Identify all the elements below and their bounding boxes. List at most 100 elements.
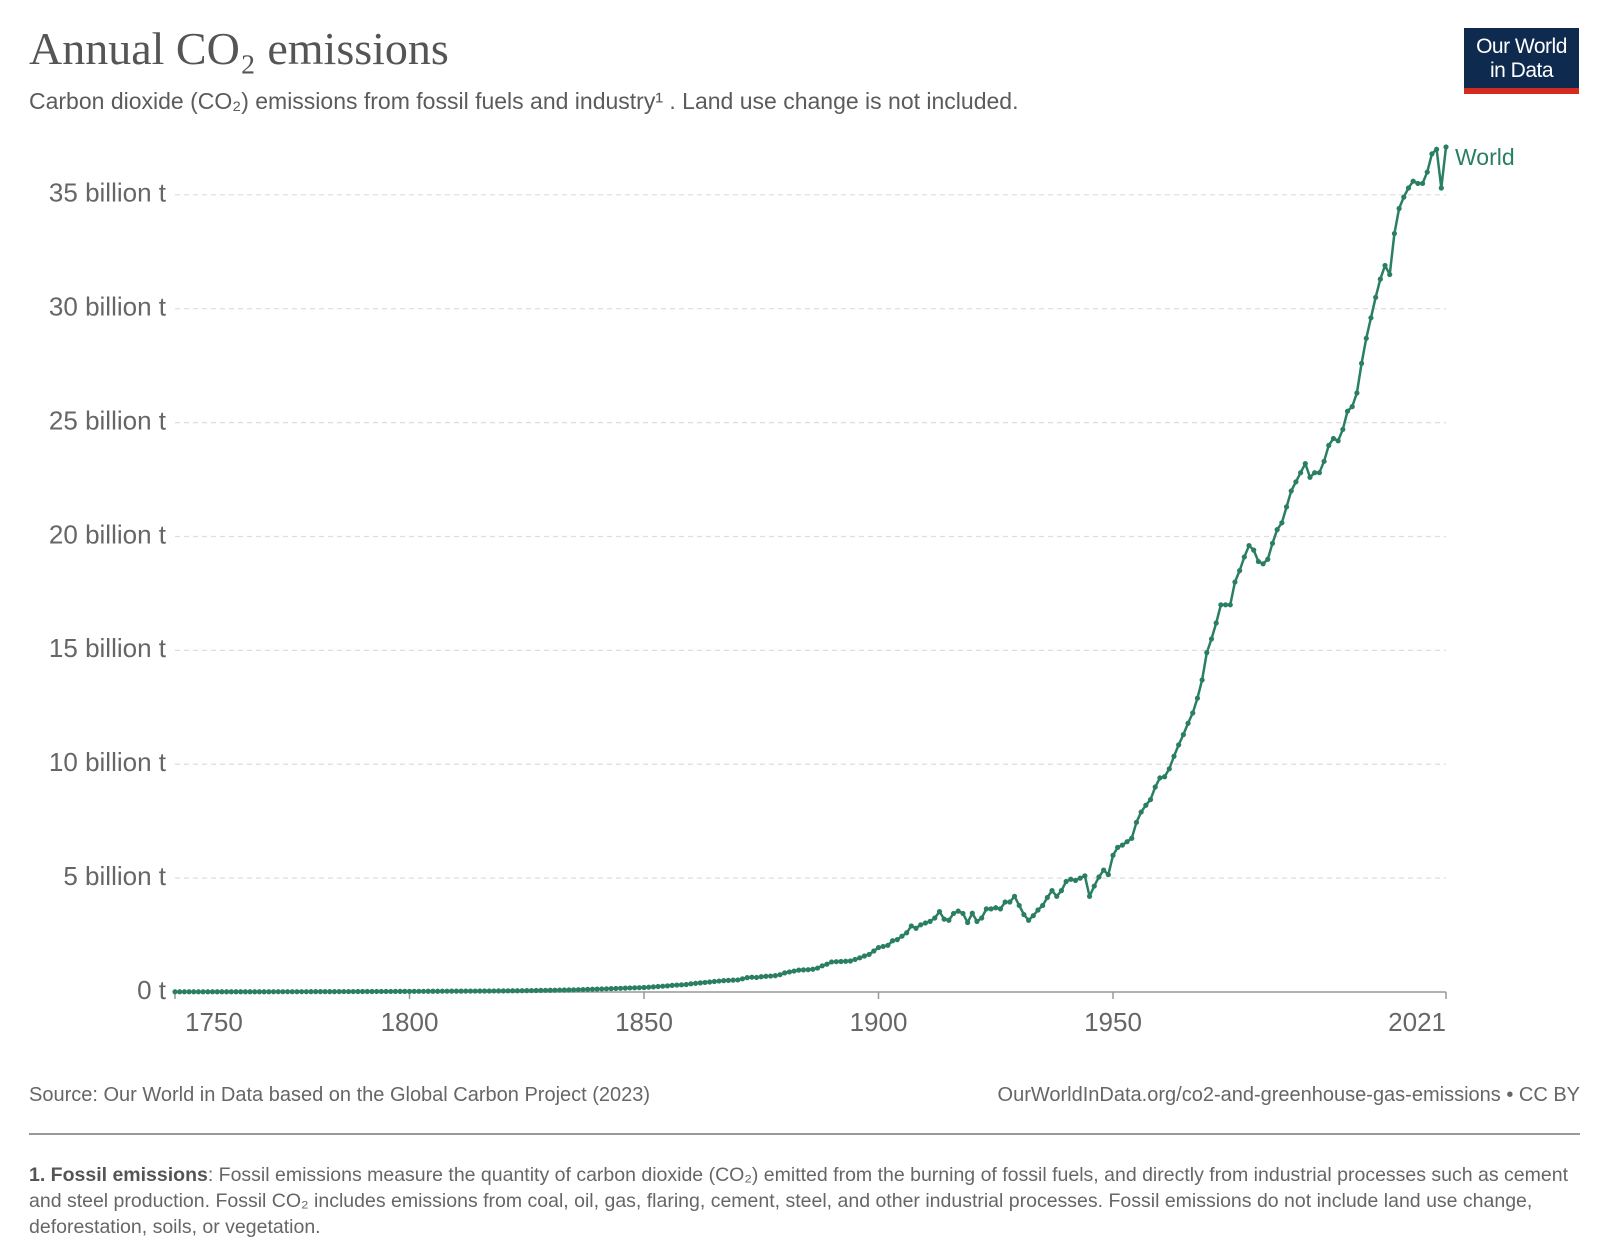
point xyxy=(885,942,891,948)
y-tick-label: 30 billion t xyxy=(49,292,167,322)
point xyxy=(435,988,441,994)
logo[interactable]: Our World in Data xyxy=(1464,28,1579,94)
point xyxy=(270,989,277,995)
point xyxy=(871,948,877,954)
point xyxy=(997,906,1004,912)
point xyxy=(1298,470,1304,476)
point xyxy=(622,985,628,991)
point xyxy=(1213,620,1219,626)
point xyxy=(1232,579,1238,585)
point xyxy=(650,984,656,990)
point xyxy=(1110,852,1116,858)
point xyxy=(181,989,187,995)
point xyxy=(219,989,225,995)
footnote-text: : Fossil emissions measure the quantity … xyxy=(29,1164,1568,1238)
point xyxy=(702,979,708,986)
point xyxy=(1072,877,1079,883)
point xyxy=(721,978,727,984)
point xyxy=(510,988,516,994)
point xyxy=(322,989,328,995)
point xyxy=(913,925,919,931)
point xyxy=(533,987,539,994)
point xyxy=(664,983,671,989)
point xyxy=(1354,390,1360,396)
point xyxy=(430,988,436,994)
point xyxy=(753,974,760,981)
point xyxy=(416,988,422,994)
point xyxy=(350,988,356,995)
point xyxy=(491,988,497,994)
point xyxy=(186,989,192,995)
point xyxy=(1260,561,1266,567)
point xyxy=(402,988,408,994)
point xyxy=(908,923,914,929)
point xyxy=(777,972,783,978)
point xyxy=(1344,408,1351,414)
point xyxy=(641,984,647,991)
point xyxy=(238,989,244,995)
point xyxy=(420,988,427,994)
point xyxy=(735,977,741,983)
point xyxy=(472,988,478,994)
point xyxy=(1358,360,1365,366)
point xyxy=(758,974,764,980)
point xyxy=(561,987,567,993)
url[interactable]: OurWorldInData.org/co2-and-greenhouse-ga… xyxy=(997,1084,1580,1106)
point xyxy=(275,989,281,995)
point xyxy=(1321,458,1327,464)
point xyxy=(1021,911,1027,918)
point xyxy=(1377,276,1383,282)
divider xyxy=(29,1133,1580,1135)
point xyxy=(1401,194,1407,200)
point xyxy=(1180,732,1186,738)
series-label: World xyxy=(1455,144,1515,170)
point xyxy=(796,967,802,973)
point xyxy=(524,988,530,994)
point xyxy=(195,989,202,995)
point xyxy=(1119,842,1125,848)
point xyxy=(829,959,835,965)
point xyxy=(205,989,211,995)
point xyxy=(1438,185,1444,191)
point xyxy=(425,988,431,994)
point xyxy=(800,967,807,973)
point xyxy=(678,982,685,988)
point xyxy=(749,974,755,980)
point xyxy=(528,987,535,994)
point xyxy=(303,989,309,995)
point xyxy=(458,988,464,994)
point xyxy=(866,951,872,958)
point xyxy=(1124,839,1130,845)
point xyxy=(392,988,399,995)
point xyxy=(1138,809,1144,815)
point xyxy=(1030,913,1036,919)
point xyxy=(571,987,577,993)
y-tick-label: 15 billion t xyxy=(49,633,167,663)
point xyxy=(617,985,624,991)
point xyxy=(1115,844,1121,850)
point xyxy=(1265,556,1271,562)
point xyxy=(294,989,300,995)
point xyxy=(444,988,450,994)
logo-line: Our World xyxy=(1476,35,1567,58)
point xyxy=(1415,180,1421,187)
point xyxy=(374,988,380,995)
x-tick-label: 1900 xyxy=(850,1007,908,1037)
point xyxy=(1288,488,1294,494)
y-tick-label: 0 t xyxy=(137,975,167,1005)
point xyxy=(1025,917,1032,923)
point xyxy=(1049,888,1055,894)
point xyxy=(1363,335,1369,341)
point xyxy=(1190,710,1196,716)
point xyxy=(1016,902,1022,909)
point xyxy=(730,977,736,983)
point xyxy=(284,989,291,995)
point xyxy=(214,989,220,995)
point xyxy=(486,988,492,994)
point xyxy=(603,986,610,992)
point xyxy=(1054,893,1060,899)
point xyxy=(810,966,816,972)
point xyxy=(1255,558,1261,565)
point xyxy=(1007,899,1013,905)
